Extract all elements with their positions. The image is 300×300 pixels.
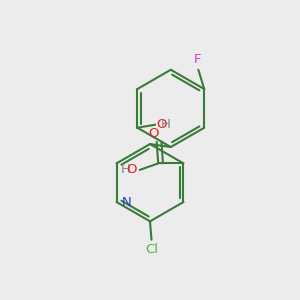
Text: O: O xyxy=(148,127,158,140)
Text: H: H xyxy=(161,118,171,131)
Text: O: O xyxy=(156,118,167,131)
Text: O: O xyxy=(126,163,137,176)
Text: Cl: Cl xyxy=(145,243,158,256)
Text: N: N xyxy=(122,196,132,208)
Text: F: F xyxy=(194,53,202,66)
Text: H: H xyxy=(121,163,131,176)
